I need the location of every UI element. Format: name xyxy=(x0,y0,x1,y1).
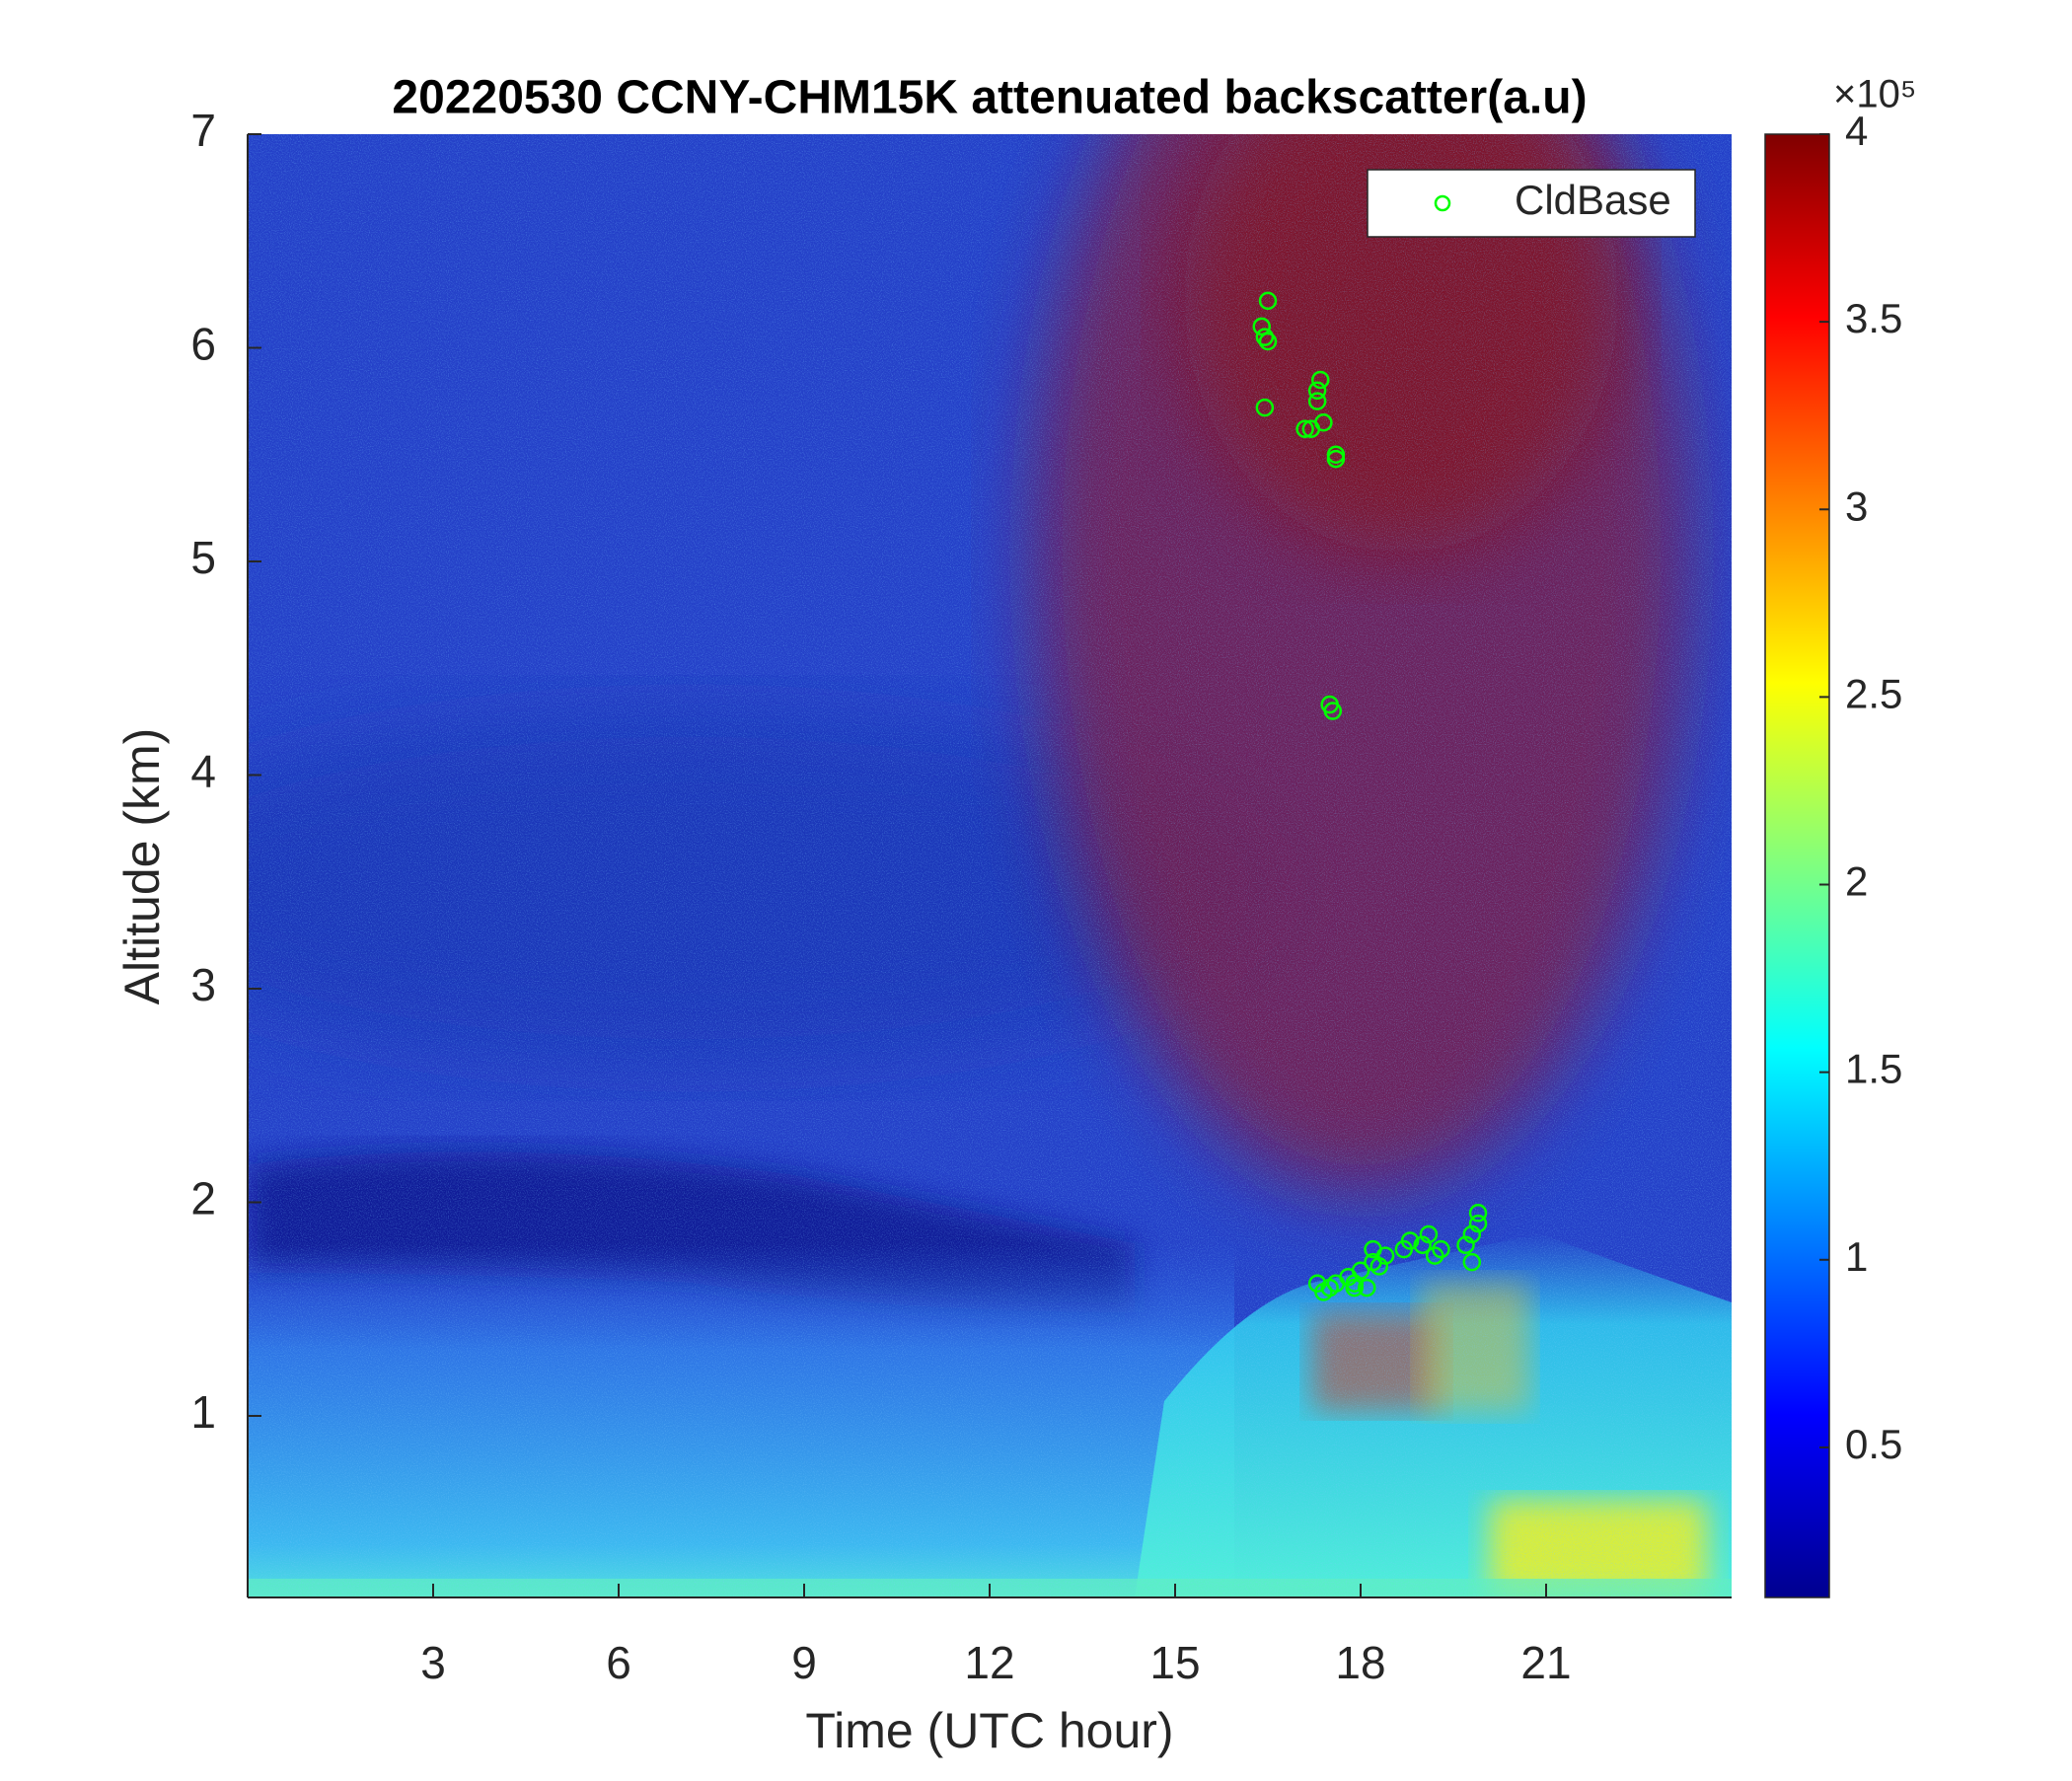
cloud-base-point xyxy=(1258,332,1278,351)
cloud-base-point xyxy=(1375,1246,1395,1265)
x-tick-label: 3 xyxy=(420,1637,446,1688)
chart-title: 20220530 CCNY-CHM15K attenuated backscat… xyxy=(392,72,1587,124)
y-tick-label: 4 xyxy=(190,746,216,797)
cloud-base-point xyxy=(1419,1224,1439,1244)
colorbar-tick-label: 3.5 xyxy=(1845,295,1902,341)
backscatter-map xyxy=(248,134,1732,1597)
colorbar-scale-label: ×10⁵ xyxy=(1833,73,1916,116)
y-tick-label: 7 xyxy=(190,105,216,156)
cloud-base-point xyxy=(1252,317,1271,336)
legend-label: CldBase xyxy=(1515,177,1671,223)
cloud-base-point xyxy=(1255,328,1275,346)
y-tick-label: 5 xyxy=(190,532,216,583)
y-tick-label: 6 xyxy=(190,319,216,370)
colorbar xyxy=(1764,133,1830,1598)
cloud-base-point xyxy=(1432,1239,1450,1259)
cloud-base-point xyxy=(1351,1261,1370,1281)
y-tick-label: 3 xyxy=(190,959,216,1010)
y-tick-label: 2 xyxy=(190,1173,216,1224)
cloud-base-point xyxy=(1400,1231,1420,1250)
x-tick-label: 6 xyxy=(606,1637,631,1688)
colorbar-tick-label: 1 xyxy=(1845,1233,1868,1280)
colorbar-tick-label: 2 xyxy=(1845,858,1868,905)
colorbar-tick-label: 4 xyxy=(1845,108,1868,154)
cloud-base-point xyxy=(1307,392,1327,410)
cloud-base-point xyxy=(1462,1252,1482,1272)
cloud-base-point xyxy=(1307,381,1327,401)
y-axis-label: Altitude (km) xyxy=(114,728,170,1005)
colorbar-tick-label: 0.5 xyxy=(1845,1421,1902,1467)
x-axis-label: Time (UTC hour) xyxy=(805,1703,1173,1758)
colorbar-tick-label: 3 xyxy=(1845,482,1868,529)
x-tick-label: 21 xyxy=(1520,1637,1571,1688)
cloud-base-point xyxy=(1326,449,1346,469)
cloud-base-point xyxy=(1425,1246,1444,1265)
x-tick-label: 12 xyxy=(964,1637,1014,1688)
cloud-base-point xyxy=(1314,413,1333,432)
cloud-base-point xyxy=(1468,1204,1488,1223)
colorbar-tick-label: 1.5 xyxy=(1845,1046,1902,1092)
cloud-base-point xyxy=(1468,1214,1488,1233)
cloud-base-point xyxy=(1255,398,1275,417)
legend: CldBase xyxy=(1367,169,1696,238)
x-tick-label: 15 xyxy=(1149,1637,1200,1688)
y-tick-label: 1 xyxy=(190,1386,216,1438)
cloud-base-point xyxy=(1358,1278,1376,1298)
cloud-base-point xyxy=(1323,702,1343,720)
x-tick-label: 9 xyxy=(791,1637,817,1688)
legend-marker xyxy=(1434,194,1451,212)
cloud-base-point xyxy=(1258,291,1278,311)
cloud-base-point xyxy=(1295,419,1314,439)
x-tick-label: 18 xyxy=(1335,1637,1385,1688)
colorbar-tick-label: 2.5 xyxy=(1845,670,1902,716)
cloud-base-point xyxy=(1345,1278,1364,1298)
scatter-series xyxy=(1252,291,1488,1301)
legend-box xyxy=(1367,169,1696,238)
cloud-base-point xyxy=(1311,370,1330,390)
